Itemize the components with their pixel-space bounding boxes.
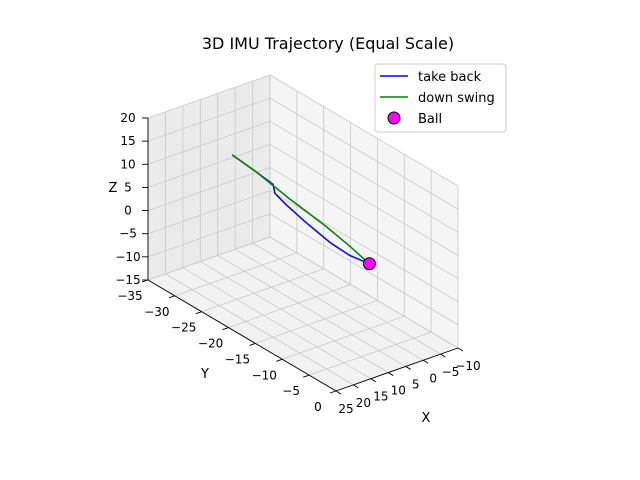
series-layer	[231, 154, 376, 271]
x-tick-label: 10	[391, 384, 406, 398]
grid-line-x-floor	[234, 248, 424, 361]
z-tick-label: 15	[120, 134, 135, 148]
back-pane-y	[148, 75, 270, 280]
legend-label: take back	[418, 70, 482, 85]
grid-line-x-floor	[182, 267, 372, 380]
grid-line-y-floor	[228, 284, 351, 328]
y-tick-label: −30	[144, 305, 169, 319]
x-tick-label: 20	[356, 396, 371, 410]
grid-line-x-floor	[217, 255, 406, 367]
y-tick-mark	[249, 343, 256, 346]
grid-line-y-floor	[282, 315, 405, 360]
grid-line-x-floor	[252, 242, 441, 355]
y-tick-mark	[303, 374, 310, 378]
grid-line-z-wall	[269, 144, 459, 256]
x-tick-mark	[335, 390, 342, 395]
grid-line-z-wall	[269, 120, 459, 233]
x-tick-mark	[370, 378, 377, 383]
z-tick-label: −5	[119, 227, 137, 241]
grid-line-z-side	[147, 213, 271, 258]
grid-line-z-wall	[269, 167, 459, 279]
x-tick-mark	[422, 359, 429, 364]
y-tick-label: −5	[282, 384, 300, 398]
grid-line-z-wall	[269, 74, 459, 187]
grid-line-z-wall	[269, 190, 459, 303]
y-tick-label: 0	[314, 400, 322, 414]
floor-pane	[148, 237, 458, 391]
x-tick-mark	[388, 372, 394, 376]
ball-marker	[362, 257, 376, 271]
y-tick-label: −20	[198, 337, 223, 351]
z-tick-label: 20	[120, 111, 135, 125]
y-tick-label: −25	[171, 321, 196, 335]
grid-line-x-floor	[200, 261, 389, 373]
grid-line-x-floor	[165, 273, 354, 386]
legend-label: Ball	[418, 112, 442, 127]
y-axis-label: Y	[200, 367, 209, 382]
x-tick-label: 0	[429, 371, 437, 385]
grid-lines	[147, 74, 459, 392]
y-tick-label: −15	[225, 352, 250, 366]
axis-panes	[148, 75, 458, 391]
grid-line-z-wall	[269, 213, 459, 326]
x-axis-label: X	[422, 411, 431, 426]
grid-line-z-side	[147, 190, 271, 235]
x-tick-mark	[353, 384, 359, 389]
y-axis-line	[147, 279, 337, 392]
z-tick-label: 0	[124, 204, 132, 218]
y-tick-mark	[168, 295, 175, 299]
grid-line-y-floor	[174, 252, 297, 297]
grid-line-y-floor	[201, 268, 324, 313]
grid-line-z-side	[147, 167, 271, 211]
z-tick-label: 5	[124, 180, 132, 194]
x-tick-mark	[440, 353, 446, 358]
grid-line-z-side	[147, 236, 271, 281]
grid-line-z-side	[147, 97, 271, 142]
y-tick-mark	[276, 358, 283, 362]
x-tick-label: −10	[455, 359, 480, 373]
y-tick-mark	[195, 311, 202, 315]
grid-line-y-floor	[255, 300, 378, 344]
grid-line-z-side	[147, 74, 271, 119]
axis-lines	[147, 118, 459, 392]
grid-line-z-side	[147, 120, 271, 165]
x-tick-label: −5	[442, 365, 460, 379]
z-axis-label: Z	[109, 181, 118, 196]
legend-box	[374, 63, 507, 133]
back-pane-x	[270, 75, 458, 348]
x-axis-line	[335, 347, 459, 392]
x-tick-mark	[405, 366, 411, 370]
x-tick-mark	[457, 347, 464, 352]
legend-label: down swing	[418, 91, 495, 106]
z-tick-label: −15	[115, 273, 140, 287]
legend: take back down swing Ball	[374, 63, 507, 133]
y-tick-label: −35	[117, 289, 142, 303]
grid-line-z-wall	[269, 97, 459, 210]
chart-title: 3D IMU Trajectory (Equal Scale)	[202, 34, 454, 53]
x-tick-label: 25	[338, 402, 353, 416]
x-tick-label: 15	[373, 390, 388, 404]
legend-swatch-marker	[387, 111, 401, 125]
y-tick-mark	[329, 390, 337, 394]
grid-line-z-wall	[269, 236, 459, 349]
z-tick-label: −10	[115, 250, 140, 264]
series-line	[231, 154, 370, 265]
tick-labels: −10−50510152025−35−30−25−20−15−10−50−15−…	[115, 111, 480, 416]
y-tick-label: −10	[252, 368, 277, 382]
y-tick-mark	[222, 327, 229, 330]
grid-line-y-floor	[309, 331, 432, 376]
x-tick-label: 5	[412, 377, 420, 391]
grid-line-z-side	[147, 144, 271, 188]
z-tick-label: 10	[120, 157, 135, 171]
